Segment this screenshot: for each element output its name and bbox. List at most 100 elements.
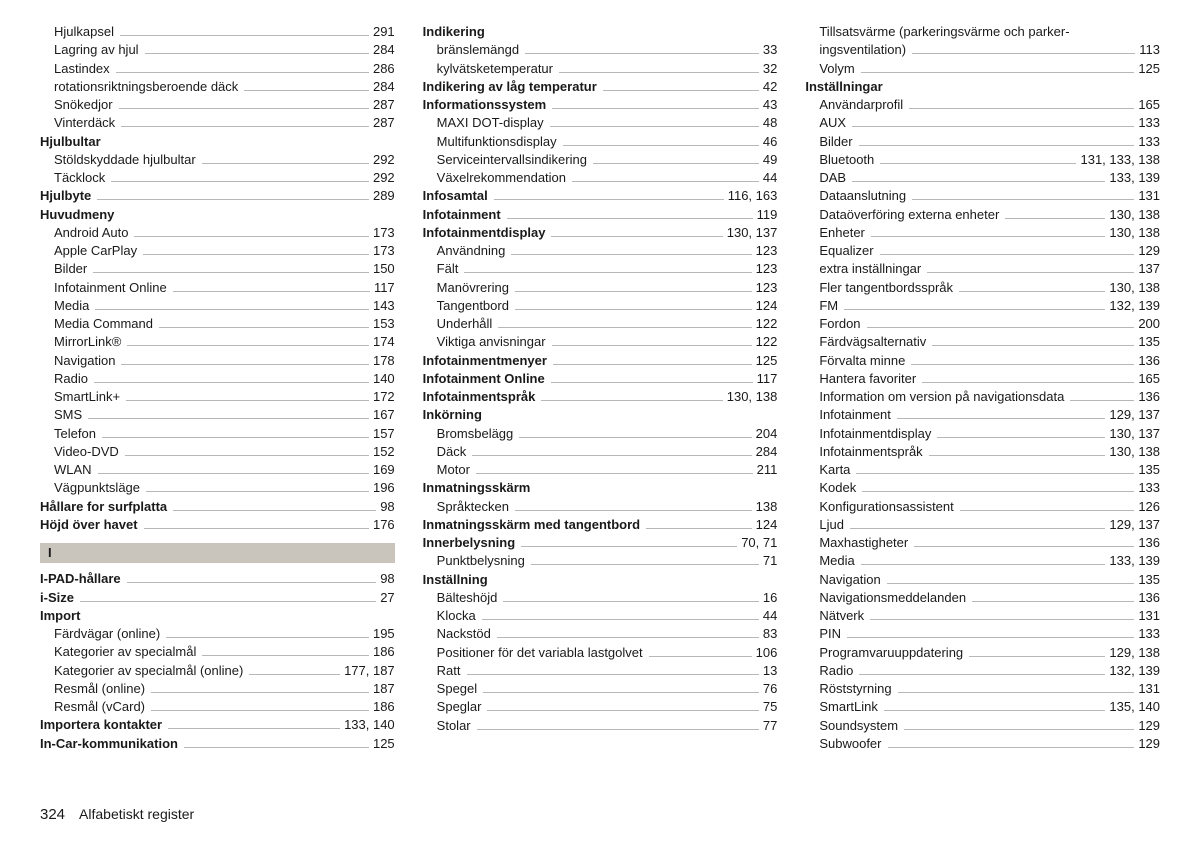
index-entry: Däck284	[423, 444, 778, 460]
entry-page: 132, 139	[1109, 298, 1160, 314]
entry-label: Förvalta minne	[819, 353, 905, 369]
index-entry: Subwoofer129	[805, 736, 1160, 752]
index-entry: MirrorLink®174	[40, 334, 395, 350]
index-entry: FM132, 139	[805, 298, 1160, 314]
index-entry: Hjulkapsel291	[40, 24, 395, 40]
entry-label: Snökedjor	[54, 97, 113, 113]
index-entry: Stöldskyddade hjulbultar292	[40, 152, 395, 168]
entry-label: Dataöverföring externa enheter	[819, 207, 999, 223]
index-entry: Indikering	[423, 24, 778, 40]
entry-page: 135	[1138, 462, 1160, 478]
leader-line	[531, 555, 759, 565]
entry-page: 126	[1138, 499, 1160, 515]
leader-line	[914, 537, 1134, 547]
index-entry: Android Auto173	[40, 225, 395, 241]
entry-page: 133, 139	[1109, 170, 1160, 186]
entry-label: Infotainment Online	[54, 280, 167, 296]
index-entry: Volym125	[805, 61, 1160, 77]
leader-line	[144, 519, 369, 529]
index-entry: Röststyrning131	[805, 681, 1160, 697]
entry-page: 138	[756, 499, 778, 515]
entry-label: Däck	[437, 444, 467, 460]
entry-label: Import	[40, 608, 80, 624]
leader-line	[202, 646, 369, 656]
entry-label: Tillsatsvärme (parkeringsvärme och parke…	[819, 24, 1069, 40]
index-entry: I-PAD-hållare98	[40, 571, 395, 587]
leader-line	[120, 26, 369, 36]
leader-line	[93, 263, 369, 273]
index-entry: Dataöverföring externa enheter130, 138	[805, 207, 1160, 223]
leader-line	[852, 172, 1105, 182]
entry-page: 167	[373, 407, 395, 423]
entry-label: Bälteshöjd	[437, 590, 498, 606]
entry-label: Spegel	[437, 681, 477, 697]
entry-page: 33	[763, 42, 777, 58]
entry-label: MirrorLink®	[54, 334, 121, 350]
entry-label: Stolar	[437, 718, 471, 734]
entry-page: 176	[373, 517, 395, 533]
leader-line	[563, 135, 759, 145]
entry-page: 43	[763, 97, 777, 113]
index-entry: Inmatningsskärm med tangentbord124	[423, 517, 778, 533]
leader-line	[880, 154, 1076, 164]
leader-line	[862, 482, 1134, 492]
column-2: Indikeringbränslemängd33kylvätsketempera…	[423, 24, 778, 790]
index-entry: Apple CarPlay173	[40, 243, 395, 259]
leader-line	[959, 281, 1105, 291]
entry-page: 133	[1138, 134, 1160, 150]
leader-line	[134, 227, 369, 237]
entry-page: 123	[756, 261, 778, 277]
leader-line	[960, 500, 1135, 510]
entry-page: 173	[373, 243, 395, 259]
entry-label: Android Auto	[54, 225, 128, 241]
entry-label: In-Car-kommunikation	[40, 736, 178, 752]
entry-label: Nackstöd	[437, 626, 491, 642]
index-entry: Inställning	[423, 572, 778, 588]
entry-page: 286	[373, 61, 395, 77]
entry-label: Punktbelysning	[437, 553, 525, 569]
leader-line	[476, 464, 753, 474]
index-entry: WLAN169	[40, 462, 395, 478]
leader-line	[904, 719, 1134, 729]
entry-page: 135, 140	[1109, 699, 1160, 715]
entry-label: Infotainmentdisplay	[423, 225, 546, 241]
entry-page: 133	[1138, 626, 1160, 642]
index-entry: Dataanslutning131	[805, 188, 1160, 204]
index-entry: Lagring av hjul284	[40, 42, 395, 58]
leader-line	[552, 99, 759, 109]
entry-label: Bilder	[819, 134, 852, 150]
entry-label: WLAN	[54, 462, 92, 478]
index-entry: Video-DVD152	[40, 444, 395, 460]
index-entry: Spegel 76	[423, 681, 778, 697]
entry-label: Navigation	[54, 353, 115, 369]
entry-page: 130, 138	[1109, 444, 1160, 460]
entry-page: 129, 137	[1109, 407, 1160, 423]
entry-page: 113	[1139, 42, 1160, 58]
index-entry: Infotainmentdisplay130, 137	[805, 426, 1160, 442]
entry-label: Resmål (online)	[54, 681, 145, 697]
entry-page: 76	[763, 681, 777, 697]
entry-page: 106	[756, 645, 778, 661]
index-entry: Navigationsmeddelanden136	[805, 590, 1160, 606]
entry-label: Ratt	[437, 663, 461, 679]
entry-label: Täcklock	[54, 170, 105, 186]
entry-label: Kategorier av specialmål	[54, 644, 196, 660]
leader-line	[867, 318, 1135, 328]
index-entry: Importera kontakter133, 140	[40, 717, 395, 733]
entry-label: Soundsystem	[819, 718, 898, 734]
entry-page: 187	[373, 681, 395, 697]
leader-line	[80, 591, 376, 601]
index-entry: Lastindex286	[40, 61, 395, 77]
leader-line	[511, 245, 751, 255]
entry-label: Infotainmentspråk	[423, 389, 536, 405]
entry-page: 186	[373, 699, 395, 715]
entry-page: 129	[1138, 736, 1160, 752]
entry-page: 292	[373, 152, 395, 168]
entry-label: i-Size	[40, 590, 74, 606]
index-entry: DAB133, 139	[805, 170, 1160, 186]
index-entry: Bluetooth131, 133, 138	[805, 152, 1160, 168]
entry-label: MAXI DOT-display	[437, 115, 544, 131]
index-entry: Multifunktionsdisplay46	[423, 134, 778, 150]
leader-line	[969, 646, 1105, 656]
entry-page: 136	[1138, 535, 1160, 551]
